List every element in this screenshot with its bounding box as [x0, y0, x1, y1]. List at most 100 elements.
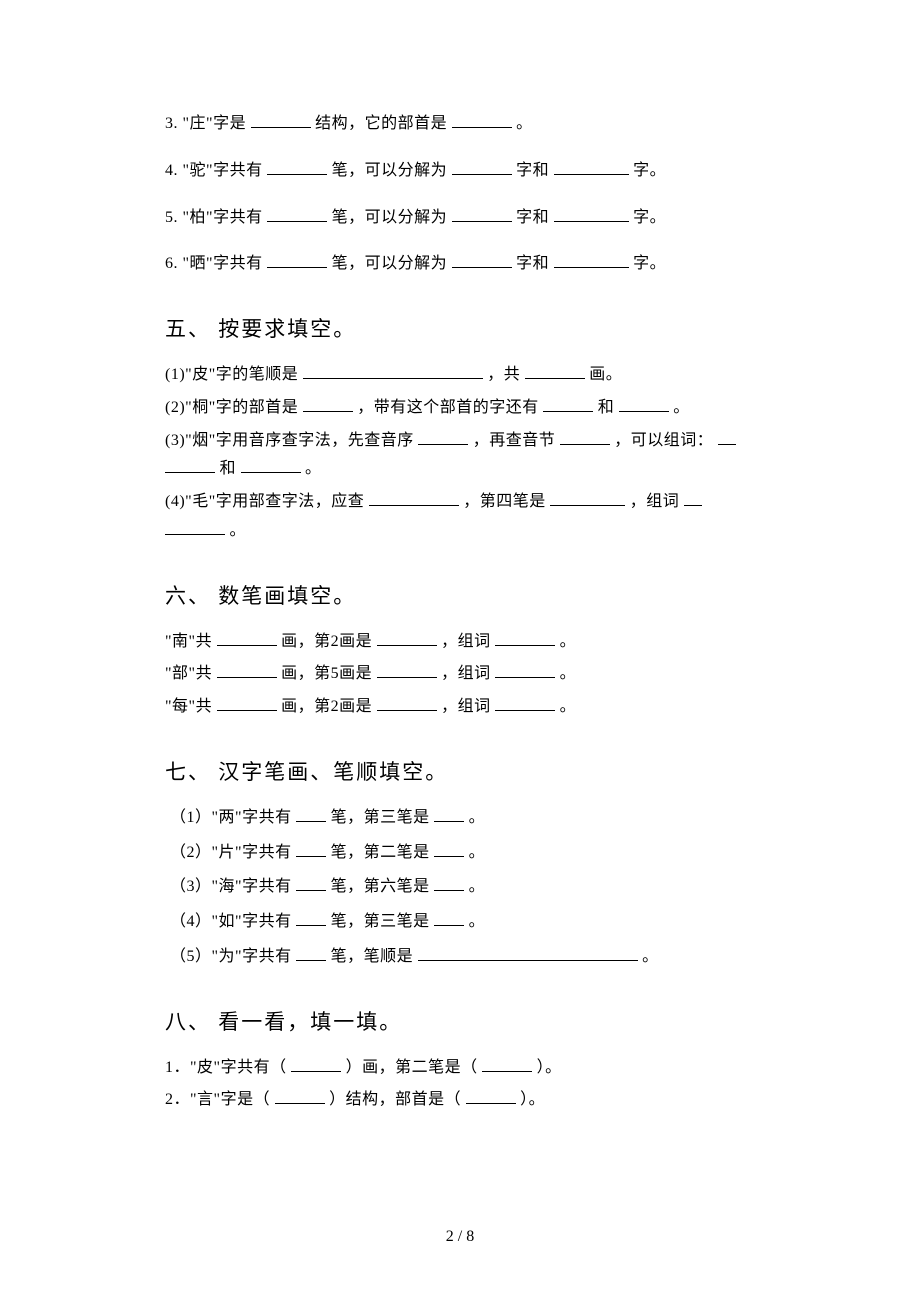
fill-blank[interactable]: [554, 205, 629, 222]
fill-blank[interactable]: [554, 251, 629, 268]
fill-blank[interactable]: [296, 944, 326, 961]
sec6-q1-pre: "南"共: [165, 633, 212, 650]
sec6-q3: "每"共 画，第2画是 ，组词 。: [165, 693, 765, 722]
fill-blank[interactable]: [165, 518, 225, 535]
question-6: 6. "晒"字共有 笔，可以分解为 字和 字。: [165, 250, 765, 279]
question-5: 5. "柏"字共有 笔，可以分解为 字和 字。: [165, 204, 765, 233]
q3-text-end: 。: [516, 115, 533, 132]
fill-blank[interactable]: [525, 362, 585, 379]
sec5-q3: (3)"烟"字用音序查字法，先查音序 ，再查音节 ，可以组词： 和 。: [165, 427, 765, 485]
fill-blank[interactable]: [495, 694, 555, 711]
fill-blank[interactable]: [718, 428, 736, 445]
sec7-q4: （4）"如"字共有 笔，第三笔是 。: [170, 908, 765, 937]
sec7-q3-end: 。: [469, 878, 486, 895]
sec8-q1-end: ）。: [537, 1059, 562, 1076]
page-number: 2 / 8: [0, 1223, 920, 1252]
fill-blank[interactable]: [165, 456, 215, 473]
fill-blank[interactable]: [434, 805, 464, 822]
fill-blank[interactable]: [377, 629, 437, 646]
fill-blank[interactable]: [550, 489, 625, 506]
sec7-q5-mid: 笔，笔顺是: [331, 948, 414, 965]
fill-blank[interactable]: [466, 1087, 516, 1104]
sec5-q1-mid: ，共: [487, 366, 520, 383]
section-6-heading: 六、 数笔画填空。: [165, 578, 765, 616]
fill-blank[interactable]: [377, 694, 437, 711]
fill-blank[interactable]: [267, 158, 327, 175]
sec6-q3-mid2: ，组词: [441, 698, 491, 715]
sec8-q2: 2．"言"字是（ ）结构，部首是（ ）。: [165, 1086, 765, 1115]
sec6-q1-mid1: 画，第2画是: [281, 633, 372, 650]
sec6-q2-pre: "部"共: [165, 665, 212, 682]
sec7-q2-end: 。: [469, 844, 486, 861]
sec6-q3-pre: "每"共: [165, 698, 212, 715]
sec8-q1-pre: 1．"皮"字共有（: [165, 1059, 287, 1076]
sec5-q3-pre: (3)"烟"字用音序查字法，先查音序: [165, 432, 414, 449]
fill-blank[interactable]: [303, 395, 353, 412]
fill-blank[interactable]: [434, 909, 464, 926]
fill-blank[interactable]: [495, 661, 555, 678]
fill-blank[interactable]: [560, 428, 610, 445]
fill-blank[interactable]: [619, 395, 669, 412]
fill-blank[interactable]: [554, 158, 629, 175]
fill-blank[interactable]: [241, 456, 301, 473]
sec5-q4-mid2: ，组词: [630, 493, 680, 510]
q5-text-mid1: 笔，可以分解为: [332, 209, 448, 226]
fill-blank[interactable]: [543, 395, 593, 412]
fill-blank[interactable]: [434, 874, 464, 891]
sec6-q2: "部"共 画，第5画是 ，组词 。: [165, 660, 765, 689]
fill-blank[interactable]: [275, 1087, 325, 1104]
fill-blank[interactable]: [452, 158, 512, 175]
sec8-q1-mid: ）画，第二笔是（: [346, 1059, 478, 1076]
fill-blank[interactable]: [217, 629, 277, 646]
q5-text-pre: 5. "柏"字共有: [165, 209, 263, 226]
sec6-q2-mid1: 画，第5画是: [281, 665, 372, 682]
sec5-q3-end: 。: [305, 460, 322, 477]
sec5-q3-and: 和: [220, 460, 237, 477]
fill-blank[interactable]: [291, 1055, 341, 1072]
sec7-q2-mid: 笔，第二笔是: [331, 844, 430, 861]
sec5-q1-end: 画。: [589, 366, 622, 383]
fill-blank[interactable]: [418, 944, 638, 961]
fill-blank[interactable]: [684, 489, 702, 506]
fill-blank[interactable]: [495, 629, 555, 646]
sec7-q4-mid: 笔，第三笔是: [331, 913, 430, 930]
fill-blank[interactable]: [482, 1055, 532, 1072]
sec7-q5: （5）"为"字共有 笔，笔顺是 。: [170, 943, 765, 972]
sec5-q2: (2)"桐"字的部首是 ，带有这个部首的字还有 和 。: [165, 394, 765, 423]
fill-blank[interactable]: [452, 111, 512, 128]
sec7-q1-end: 。: [469, 809, 486, 826]
fill-blank[interactable]: [452, 251, 512, 268]
sec8-q2-end: ）。: [520, 1091, 545, 1108]
fill-blank[interactable]: [369, 489, 459, 506]
fill-blank[interactable]: [267, 251, 327, 268]
q5-text-end: 字。: [633, 209, 666, 226]
fill-blank[interactable]: [296, 840, 326, 857]
q3-text-pre: 3. "庄"字是: [165, 115, 246, 132]
section-8-heading: 八、 看一看，填一填。: [165, 1004, 765, 1042]
q5-text-mid2: 字和: [516, 209, 549, 226]
sec7-q3: （3）"海"字共有 笔，第六笔是 。: [170, 873, 765, 902]
sec5-q3-mid1: ，再查音节: [473, 432, 556, 449]
sec6-q2-mid2: ，组词: [441, 665, 491, 682]
fill-blank[interactable]: [452, 205, 512, 222]
fill-blank[interactable]: [418, 428, 468, 445]
fill-blank[interactable]: [267, 205, 327, 222]
q4-text-mid1: 笔，可以分解为: [332, 162, 448, 179]
fill-blank[interactable]: [251, 111, 311, 128]
fill-blank[interactable]: [296, 805, 326, 822]
sec6-q1-end: 。: [560, 633, 577, 650]
sec5-q4-mid1: ，第四笔是: [463, 493, 546, 510]
q4-text-pre: 4. "驼"字共有: [165, 162, 263, 179]
fill-blank[interactable]: [303, 362, 483, 379]
fill-blank[interactable]: [296, 874, 326, 891]
q6-text-pre: 6. "晒"字共有: [165, 255, 263, 272]
fill-blank[interactable]: [296, 909, 326, 926]
fill-blank[interactable]: [217, 694, 277, 711]
q6-text-mid1: 笔，可以分解为: [332, 255, 448, 272]
section-7-heading: 七、 汉字笔画、笔顺填空。: [165, 754, 765, 792]
fill-blank[interactable]: [377, 661, 437, 678]
sec6-q1-mid2: ，组词: [441, 633, 491, 650]
question-4: 4. "驼"字共有 笔，可以分解为 字和 字。: [165, 157, 765, 186]
fill-blank[interactable]: [434, 840, 464, 857]
fill-blank[interactable]: [217, 661, 277, 678]
